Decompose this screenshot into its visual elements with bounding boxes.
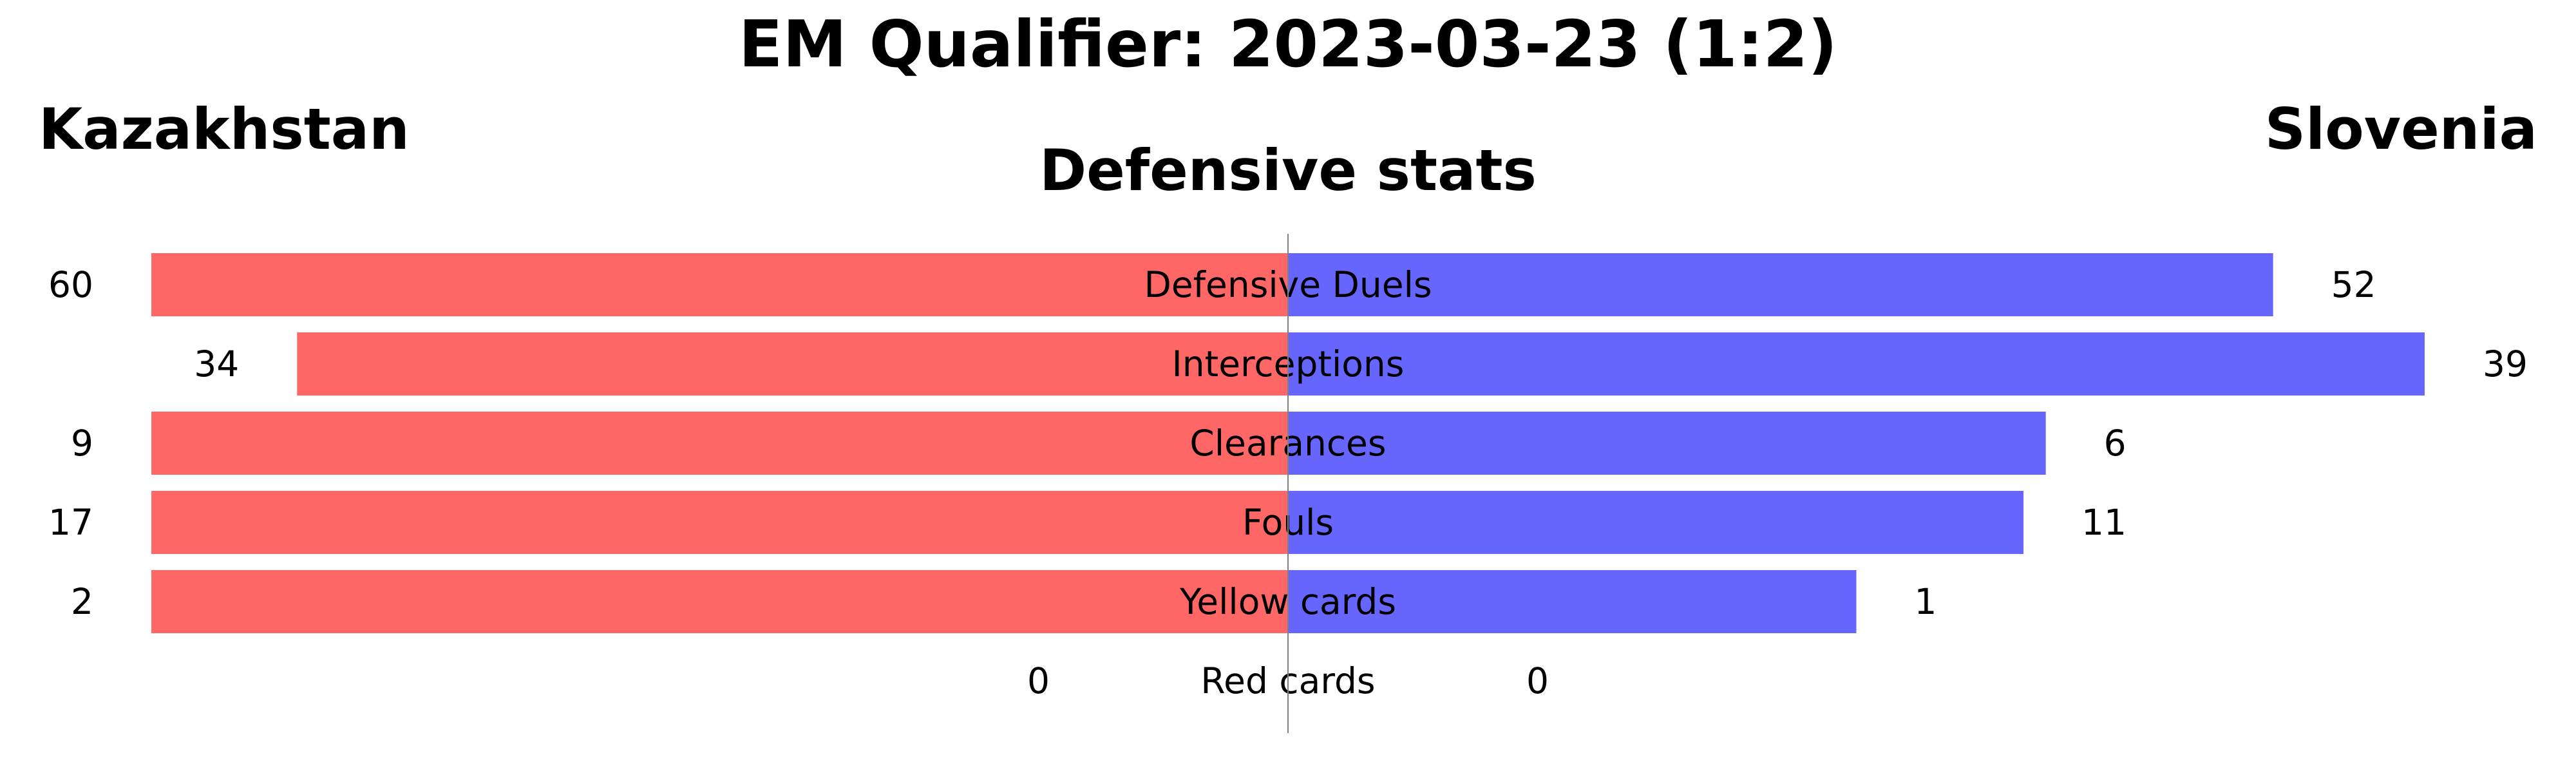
bar-left bbox=[151, 253, 1288, 316]
team-left-name: Kazakhstan bbox=[39, 96, 410, 162]
value-label-left: 34 bbox=[194, 343, 239, 385]
bar-right bbox=[1288, 412, 2046, 475]
bar-left bbox=[151, 412, 1288, 475]
value-label-right: 52 bbox=[2331, 264, 2376, 305]
bar-left bbox=[297, 332, 1289, 396]
bar-left bbox=[151, 491, 1288, 554]
bar-right bbox=[1288, 253, 2273, 316]
bar-right bbox=[1288, 570, 1857, 633]
bar-left bbox=[151, 570, 1288, 633]
team-right-name: Slovenia bbox=[2265, 96, 2537, 162]
value-label-left: 2 bbox=[71, 581, 93, 622]
chart-subtitle: Defensive stats bbox=[1039, 137, 1537, 204]
value-label-right: 1 bbox=[1915, 581, 1937, 622]
value-label-right: 0 bbox=[1526, 660, 1549, 701]
bar-right bbox=[1288, 332, 2425, 396]
value-label-right: 11 bbox=[2081, 502, 2126, 543]
bar-right bbox=[1288, 491, 2024, 554]
value-label-left: 17 bbox=[48, 502, 93, 543]
value-label-left: 0 bbox=[1027, 660, 1050, 701]
value-label-left: 60 bbox=[48, 264, 93, 305]
value-label-right: 39 bbox=[2483, 343, 2528, 385]
value-label-left: 9 bbox=[71, 423, 93, 464]
value-label-right: 6 bbox=[2104, 423, 2126, 464]
chart-title: EM Qualifier: 2023-03-23 (1:2) bbox=[739, 6, 1837, 82]
